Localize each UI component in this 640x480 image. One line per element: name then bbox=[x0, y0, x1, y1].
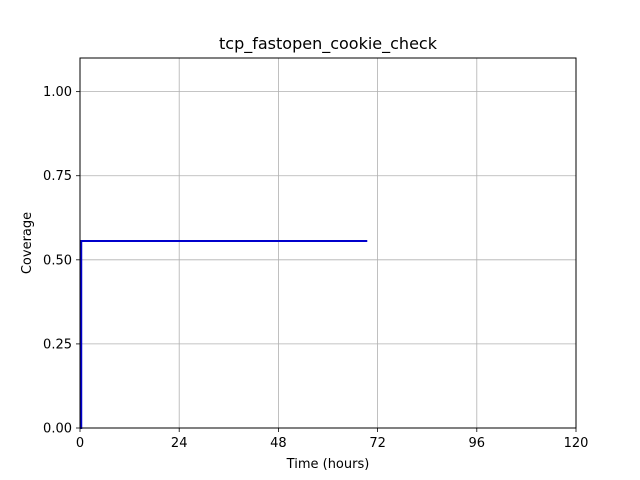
x-tick-label: 72 bbox=[369, 436, 386, 451]
x-tick-label: 96 bbox=[469, 436, 486, 451]
grid bbox=[79, 58, 577, 429]
chart-title: tcp_fastopen_cookie_check bbox=[219, 34, 438, 54]
x-tick-label: 24 bbox=[171, 436, 188, 451]
y-axis-label: Coverage bbox=[20, 212, 35, 274]
y-tick-label: 0.75 bbox=[43, 169, 72, 184]
y-tick-label: 0.50 bbox=[43, 253, 72, 268]
y-tick-label: 0.00 bbox=[43, 422, 72, 437]
y-tick-label: 1.00 bbox=[43, 85, 72, 100]
x-tick-label: 0 bbox=[76, 436, 84, 451]
plot-frame bbox=[79, 57, 577, 429]
y-tick-label: 0.25 bbox=[43, 337, 72, 352]
x-axis-label: Time (hours) bbox=[286, 457, 370, 472]
ticks: 0 24 48 72 96 120 0.00 0.25 0.50 0.75 1.00 bbox=[43, 85, 588, 451]
x-tick-label: 120 bbox=[564, 436, 589, 451]
x-tick-label: 48 bbox=[270, 436, 287, 451]
